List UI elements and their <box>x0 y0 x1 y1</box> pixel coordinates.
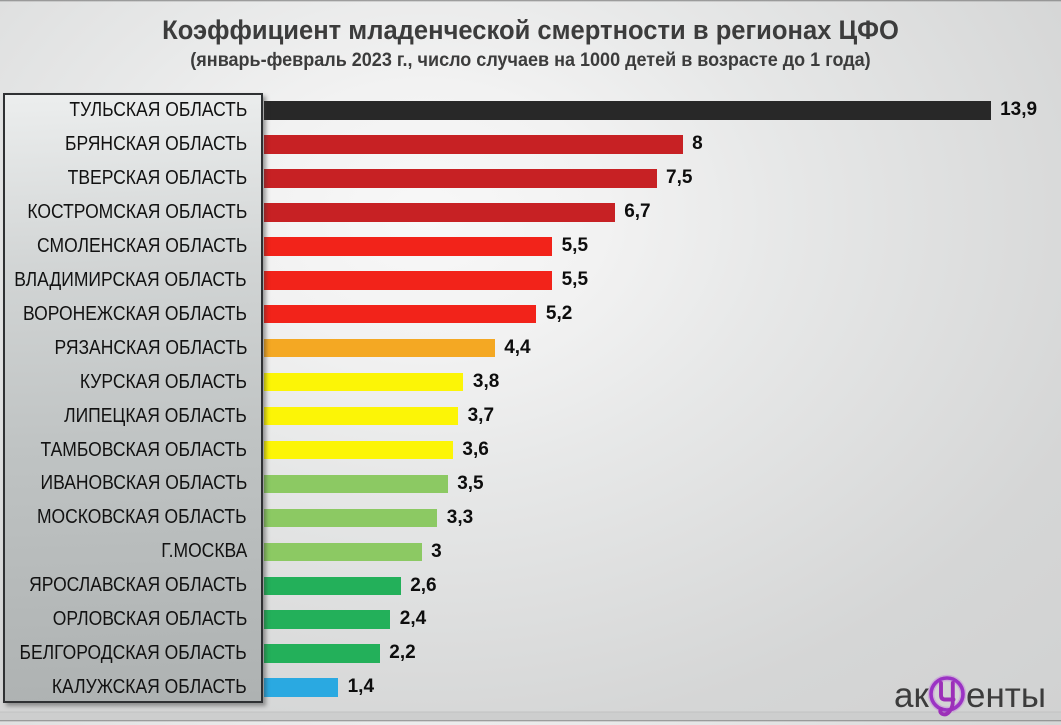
svg-text:енты: енты <box>966 676 1046 715</box>
svg-text:ак: ак <box>894 676 929 715</box>
